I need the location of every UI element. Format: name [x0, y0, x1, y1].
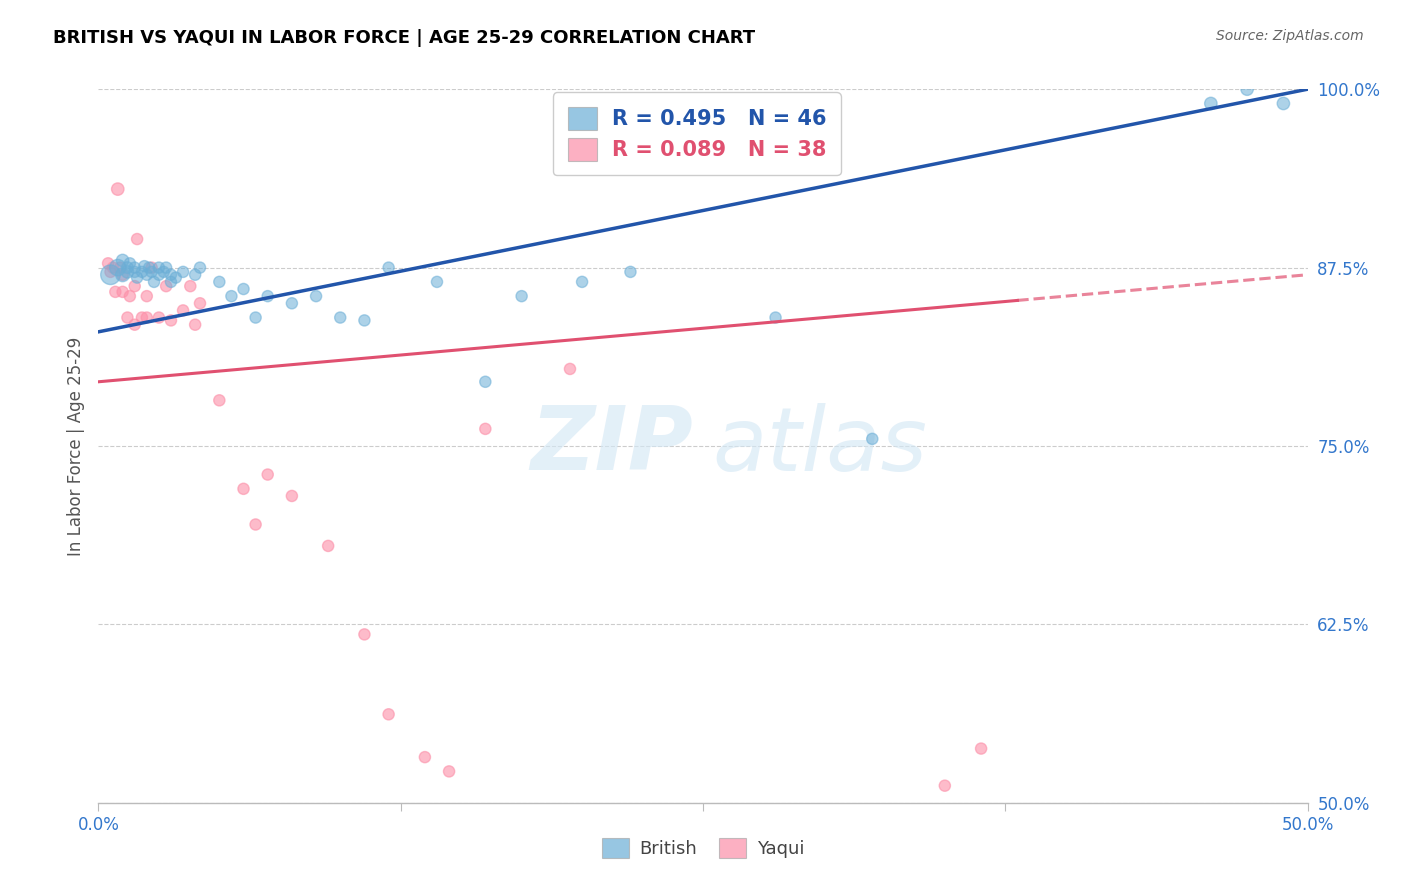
Point: [111, 268, 134, 282]
Point: [117, 260, 139, 275]
Point: [160, 275, 183, 289]
Point: [970, 741, 993, 756]
Text: atlas: atlas: [713, 403, 928, 489]
Point: [104, 285, 127, 299]
Point: [426, 275, 449, 289]
Text: Source: ZipAtlas.com: Source: ZipAtlas.com: [1216, 29, 1364, 43]
Point: [141, 265, 163, 279]
Point: [117, 265, 139, 279]
Point: [135, 268, 157, 282]
Point: [124, 279, 146, 293]
Point: [510, 289, 533, 303]
Point: [188, 296, 211, 310]
Text: ZIP: ZIP: [530, 402, 693, 490]
Point: [143, 275, 166, 289]
Point: [934, 779, 956, 793]
Point: [155, 279, 177, 293]
Point: [148, 268, 170, 282]
Y-axis label: In Labor Force | Age 25-29: In Labor Force | Age 25-29: [66, 336, 84, 556]
Point: [141, 260, 163, 275]
Point: [474, 375, 496, 389]
Point: [172, 265, 194, 279]
Point: [1199, 96, 1222, 111]
Point: [127, 270, 149, 285]
Point: [134, 259, 156, 273]
Point: [281, 489, 304, 503]
Point: [118, 289, 141, 303]
Point: [97, 256, 120, 270]
Point: [172, 303, 194, 318]
Point: [413, 750, 436, 764]
Point: [160, 268, 183, 282]
Point: [160, 313, 183, 327]
Point: [155, 260, 177, 275]
Point: [108, 260, 131, 275]
Point: [131, 265, 153, 279]
Point: [107, 182, 129, 196]
Point: [117, 310, 139, 325]
Point: [377, 260, 399, 275]
Point: [558, 362, 581, 376]
Point: [188, 260, 211, 275]
Point: [245, 517, 267, 532]
Point: [377, 707, 399, 722]
Point: [107, 260, 129, 275]
Point: [437, 764, 460, 779]
Point: [353, 313, 375, 327]
Point: [184, 268, 207, 282]
Legend: British, Yaqui: British, Yaqui: [595, 830, 811, 865]
Point: [221, 289, 243, 303]
Point: [860, 432, 883, 446]
Point: [619, 265, 641, 279]
Point: [208, 275, 231, 289]
Point: [1236, 82, 1258, 96]
Point: [138, 260, 160, 275]
Point: [100, 265, 122, 279]
Point: [281, 296, 304, 310]
Point: [245, 310, 267, 325]
Point: [474, 422, 496, 436]
Point: [127, 232, 149, 246]
Point: [131, 310, 153, 325]
Point: [256, 467, 278, 482]
Point: [124, 265, 146, 279]
Point: [100, 268, 122, 282]
Point: [111, 285, 134, 299]
Point: [1272, 96, 1295, 111]
Point: [256, 289, 278, 303]
Text: BRITISH VS YAQUI IN LABOR FORCE | AGE 25-29 CORRELATION CHART: BRITISH VS YAQUI IN LABOR FORCE | AGE 25…: [53, 29, 755, 46]
Point: [208, 393, 231, 408]
Point: [111, 253, 134, 268]
Point: [124, 318, 146, 332]
Point: [765, 310, 787, 325]
Point: [135, 289, 157, 303]
Point: [353, 627, 375, 641]
Point: [232, 482, 254, 496]
Point: [184, 318, 207, 332]
Point: [111, 268, 134, 282]
Point: [101, 260, 124, 275]
Point: [148, 310, 170, 325]
Point: [305, 289, 328, 303]
Point: [329, 310, 352, 325]
Point: [124, 260, 146, 275]
Point: [571, 275, 593, 289]
Point: [148, 260, 170, 275]
Point: [316, 539, 339, 553]
Point: [179, 279, 201, 293]
Point: [118, 256, 141, 270]
Point: [135, 310, 157, 325]
Point: [165, 270, 187, 285]
Point: [232, 282, 254, 296]
Point: [152, 265, 174, 279]
